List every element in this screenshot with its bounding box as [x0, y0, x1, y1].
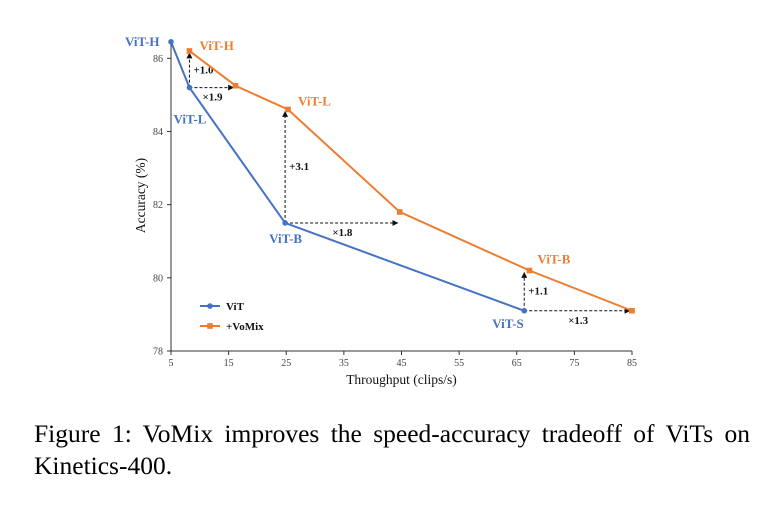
- point-label: ViT-L: [173, 112, 206, 127]
- data-point-vit: [168, 39, 174, 45]
- axes: 5 15 25 35 45 55 65 75 85 78 80 82 84 86 Throughput (c…: [133, 40, 637, 387]
- figure-caption: Figure 1: VoMix improves the speed-accur…: [34, 419, 750, 480]
- point-label: ViT-L: [298, 94, 331, 109]
- y-axis-label: Accuracy (%): [133, 158, 148, 233]
- x-tick-label: 35: [339, 358, 349, 369]
- data-point-vit: [521, 307, 528, 314]
- legend-marker: [207, 323, 213, 329]
- data-point-vomix: [232, 82, 239, 89]
- point-label: ViT-S: [492, 316, 524, 331]
- point-label: ViT-B: [537, 252, 570, 267]
- x-axis-label: Throughput (clips/s): [346, 372, 457, 387]
- point-label: ViT-H: [199, 38, 233, 53]
- series: ViT-H ViT-L ViT-B ViT-S ViT-H ViT-L ViT-B: [125, 34, 635, 331]
- annotation-label: +1.1: [528, 286, 548, 298]
- annotation-label: ×1.3: [568, 315, 589, 327]
- data-point-vit: [282, 220, 288, 226]
- y-tick-label: 82: [153, 200, 163, 211]
- annotations: +1.0 ×1.9 +3.1 ×1.8 +1.1 ×1.3: [186, 52, 631, 327]
- point-label: ViT-H: [125, 34, 159, 49]
- x-tick-label: 75: [569, 358, 579, 369]
- annotation-label: ×1.9: [202, 92, 223, 104]
- annotation-label: +3.1: [289, 161, 309, 173]
- legend: ViT +VoMix: [200, 301, 264, 333]
- chart: 5 15 25 35 45 55 65 75 85 78 80 82 84 86 Throughput (c…: [125, 34, 637, 387]
- data-point-vomix: [396, 209, 403, 215]
- annotation-label: ×1.8: [332, 227, 353, 239]
- legend-label: +VoMix: [226, 321, 264, 333]
- y-tick-label: 78: [153, 347, 163, 358]
- x-tick-label: 5: [169, 358, 174, 369]
- x-tick-label: 85: [627, 358, 637, 369]
- series-line-vit: [170, 41, 525, 312]
- legend-marker: [207, 303, 213, 309]
- legend-label: ViT: [226, 301, 245, 313]
- annotation-label: +1.0: [193, 64, 214, 76]
- data-point-vomix: [186, 48, 193, 54]
- x-tick-label: 15: [224, 358, 234, 369]
- y-tick-label: 84: [153, 127, 163, 138]
- data-point-vomix: [285, 106, 291, 113]
- data-point-vomix: [526, 267, 533, 274]
- data-point-vomix: [629, 307, 635, 314]
- y-tick-label: 80: [153, 273, 163, 284]
- x-tick-label: 45: [397, 358, 407, 369]
- data-point-vit: [186, 84, 193, 91]
- point-label: ViT-B: [269, 231, 302, 246]
- y-tick-label: 86: [153, 54, 163, 65]
- x-tick-label: 55: [454, 358, 464, 369]
- series-line-vomix: [188, 50, 633, 312]
- x-tick-label: 65: [512, 358, 522, 369]
- x-tick-label: 25: [281, 358, 291, 369]
